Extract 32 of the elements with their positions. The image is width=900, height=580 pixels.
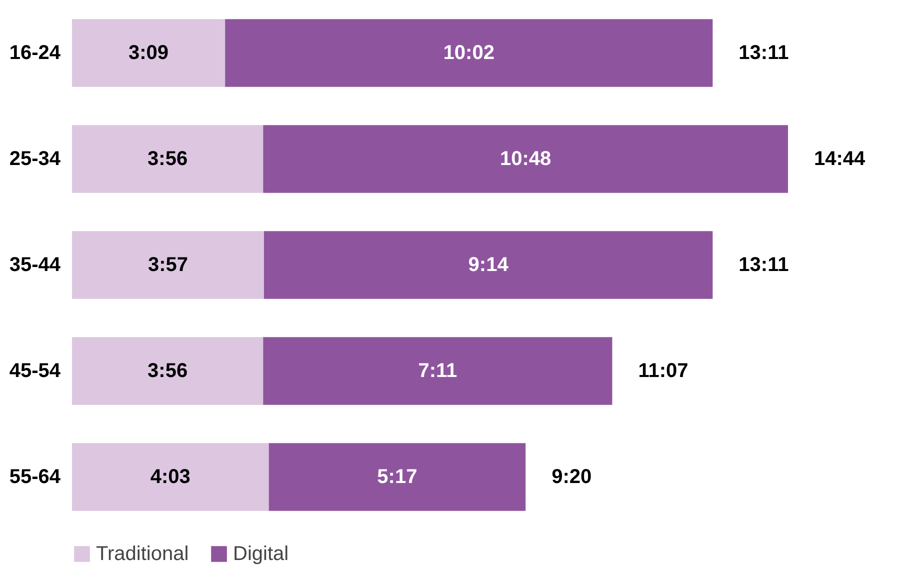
total-label: 13:11 bbox=[738, 254, 789, 276]
data-label: 10:48 bbox=[500, 148, 552, 170]
total-label: 13:11 bbox=[738, 42, 789, 64]
bar bbox=[263, 337, 612, 405]
total-label: 9:20 bbox=[552, 466, 592, 488]
legend-label: Digital bbox=[233, 543, 289, 565]
data-label: 3:56 bbox=[148, 148, 188, 170]
bar bbox=[72, 443, 269, 511]
data-label: 4:03 bbox=[150, 466, 190, 488]
bar bbox=[225, 19, 713, 87]
legend-label: Traditional bbox=[96, 543, 189, 565]
data-label: 5:17 bbox=[377, 466, 418, 488]
bar bbox=[268, 443, 526, 511]
y-tick-label: 35-44 bbox=[9, 254, 62, 276]
total-label: 14:44 bbox=[814, 148, 866, 170]
y-tick-label: 55-64 bbox=[9, 466, 62, 488]
data-label: 10:02 bbox=[443, 42, 494, 64]
bar bbox=[72, 125, 264, 193]
y-tick-label: 25-34 bbox=[9, 148, 62, 170]
bar bbox=[72, 231, 264, 299]
total-label: 11:07 bbox=[638, 360, 688, 382]
bar bbox=[263, 125, 788, 193]
y-tick-label: 45-54 bbox=[9, 360, 62, 382]
data-label: 3:09 bbox=[128, 42, 169, 64]
data-label: 3:57 bbox=[148, 254, 188, 276]
bar bbox=[72, 19, 226, 87]
bar bbox=[72, 337, 264, 405]
data-label: 3:56 bbox=[148, 360, 188, 382]
y-tick-label: 16-24 bbox=[9, 42, 62, 64]
data-label: 9:14 bbox=[468, 254, 510, 276]
data-label: 7:11 bbox=[418, 360, 458, 382]
bar bbox=[264, 231, 713, 299]
